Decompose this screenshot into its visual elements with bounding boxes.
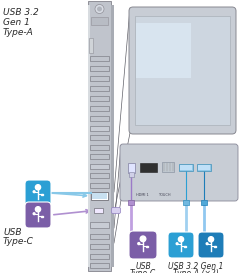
Bar (41, 194, 43, 195)
Bar (179, 164, 193, 171)
Bar (201, 200, 207, 205)
Text: USB: USB (135, 262, 151, 271)
Bar (135, 16, 230, 125)
Bar (92, 193, 107, 199)
Bar (111, 5, 114, 267)
Bar (41, 215, 43, 217)
Bar (128, 163, 135, 173)
Bar (90, 96, 109, 101)
Circle shape (138, 243, 140, 245)
FancyBboxPatch shape (198, 232, 224, 258)
Circle shape (35, 185, 41, 190)
Circle shape (33, 191, 35, 193)
Bar (90, 263, 109, 268)
Bar (88, 1, 111, 271)
Bar (91, 17, 108, 25)
Bar (90, 106, 109, 111)
FancyBboxPatch shape (168, 232, 194, 258)
Bar (180, 165, 192, 170)
Circle shape (178, 237, 184, 242)
Text: HDMI 1: HDMI 1 (136, 193, 149, 197)
Text: USB 3.2 Gen 1: USB 3.2 Gen 1 (168, 262, 224, 271)
Bar (184, 245, 186, 247)
Text: Type-A (×2): Type-A (×2) (173, 269, 219, 273)
FancyBboxPatch shape (25, 202, 51, 228)
Bar (140, 163, 157, 172)
Bar (90, 76, 109, 81)
FancyBboxPatch shape (129, 7, 236, 134)
Bar (90, 86, 109, 91)
Bar (89, 38, 93, 53)
Bar (90, 254, 109, 259)
Bar (162, 162, 174, 172)
FancyBboxPatch shape (120, 144, 238, 201)
Text: USB 3.2: USB 3.2 (3, 8, 39, 17)
Bar (198, 165, 210, 170)
FancyBboxPatch shape (129, 231, 157, 259)
Circle shape (95, 4, 104, 13)
Bar (214, 245, 216, 247)
Bar (90, 234, 109, 239)
Circle shape (208, 237, 214, 242)
Circle shape (35, 207, 41, 212)
Bar (90, 154, 109, 159)
Text: Gen 1: Gen 1 (3, 18, 30, 27)
Circle shape (33, 213, 35, 215)
Circle shape (206, 243, 208, 245)
Bar (90, 183, 109, 188)
Bar (90, 222, 109, 228)
Text: Type-A: Type-A (3, 28, 34, 37)
Circle shape (140, 236, 146, 242)
Bar (90, 244, 109, 249)
Bar (90, 135, 109, 140)
FancyBboxPatch shape (112, 207, 120, 213)
Bar (136, 23, 191, 78)
Bar (90, 145, 109, 150)
Bar (183, 200, 189, 205)
Bar (129, 172, 134, 177)
Bar (90, 66, 109, 71)
Bar (90, 116, 109, 121)
Circle shape (176, 243, 178, 245)
Bar (91, 192, 108, 200)
Bar (90, 164, 109, 169)
Bar (146, 245, 148, 247)
Bar (94, 208, 103, 213)
Text: Type-C: Type-C (130, 269, 156, 273)
Bar (197, 164, 211, 171)
Text: TOUCH: TOUCH (158, 193, 170, 197)
Bar (88, 5, 90, 267)
Text: Type-C: Type-C (3, 237, 34, 246)
Bar (90, 173, 109, 178)
Text: USB: USB (3, 228, 22, 237)
Circle shape (97, 7, 102, 11)
Bar (90, 56, 109, 61)
FancyBboxPatch shape (25, 180, 51, 206)
Bar (128, 200, 134, 205)
Bar (90, 126, 109, 131)
